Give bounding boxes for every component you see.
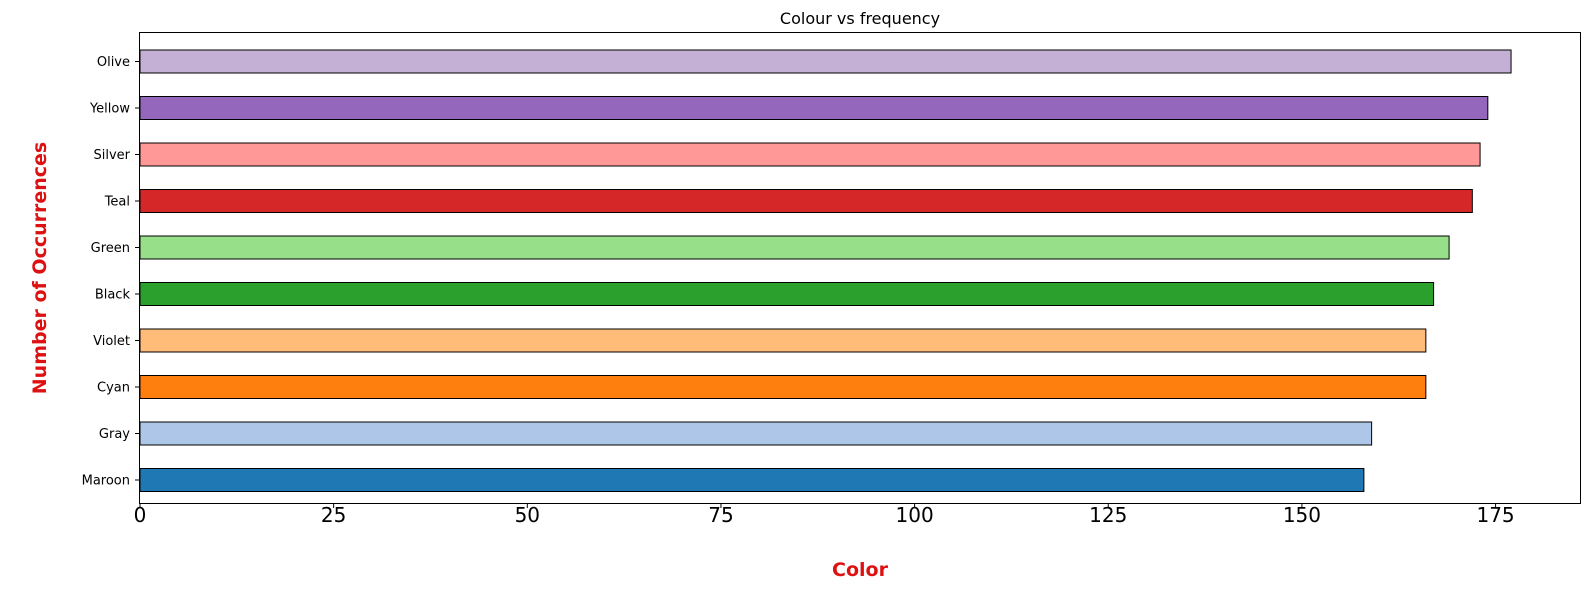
y-tick-label-cyan: Cyan (97, 381, 130, 396)
plot-frame (139, 32, 1581, 504)
bar-teal (139, 189, 1473, 213)
x-tick-label-175: 175 (1476, 503, 1514, 527)
x-tick-label-125: 125 (1089, 503, 1127, 527)
bar-violet (139, 328, 1427, 353)
bar-green (139, 235, 1450, 260)
x-axis-ticks: 0 25 50 75 100 125 150 175 (134, 503, 1515, 527)
x-tick-label-50: 50 (515, 503, 540, 527)
y-tick-label-gray: Gray (99, 427, 130, 442)
bar-cyan (139, 375, 1427, 399)
bar-gray (139, 421, 1373, 446)
y-tick-label-maroon: Maroon (82, 474, 130, 489)
y-tick-label-yellow: Yellow (89, 102, 130, 117)
x-tick-label-0: 0 (134, 503, 147, 527)
bars-layer (139, 49, 1512, 492)
y-tick-label-green: Green (91, 241, 130, 256)
y-tick-label-black: Black (95, 288, 131, 303)
x-axis-label: Color (832, 559, 889, 581)
y-tick-label-teal: Teal (104, 195, 130, 210)
y-axis-label: Number of Occurrences (29, 142, 51, 394)
bar-silver (139, 142, 1481, 167)
chart-title: Colour vs frequency (780, 9, 940, 28)
y-tick-label-violet: Violet (93, 334, 130, 349)
x-tick-label-100: 100 (896, 503, 934, 527)
bar-black (139, 282, 1435, 306)
x-tick-label-150: 150 (1283, 503, 1321, 527)
bar-maroon (139, 468, 1365, 492)
y-tick-label-silver: Silver (93, 148, 130, 163)
y-tick-label-olive: Olive (97, 55, 130, 70)
x-tick-label-75: 75 (708, 503, 733, 527)
y-axis-ticks: Maroon Gray Cyan Violet Black Green Teal Silver… (82, 55, 140, 489)
x-tick-label-25: 25 (321, 503, 346, 527)
bar-olive (139, 49, 1512, 74)
bar-yellow (139, 96, 1489, 120)
